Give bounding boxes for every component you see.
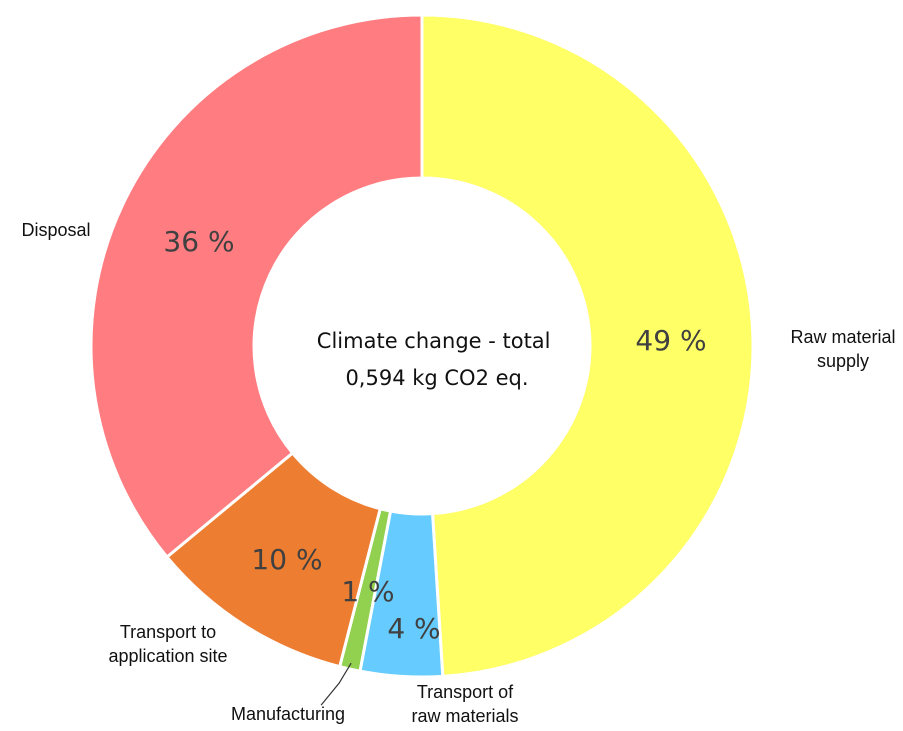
category-label-0: Raw material supply [790,327,895,371]
category-labels-group: Raw material supply Transport of raw materi… [21,220,895,726]
center-line-1: Climate change - total [317,329,551,353]
value-label-2: 1 % [341,575,394,608]
slices-group [89,13,755,679]
category-label-1: Transport of raw materials [411,682,518,726]
slice-4 [89,13,424,560]
value-label-4: 36 % [163,225,234,258]
value-label-3: 10 % [251,543,322,576]
manufacturing-leader-line [320,662,352,706]
category-label-3: Transport to application site [108,622,227,666]
center-title: Climate change - total 0,594 kg CO2 eq. [317,329,557,390]
category-label-4: Disposal [21,220,90,240]
value-label-0: 49 % [635,324,706,357]
category-label-2: Manufacturing [231,704,345,724]
value-labels-group: 49 % 4 % 1 % 10 % 36 % [163,225,706,645]
slice-0 [420,13,755,678]
value-label-1: 4 % [387,612,440,645]
center-line-2: 0,594 kg CO2 eq. [345,366,528,390]
